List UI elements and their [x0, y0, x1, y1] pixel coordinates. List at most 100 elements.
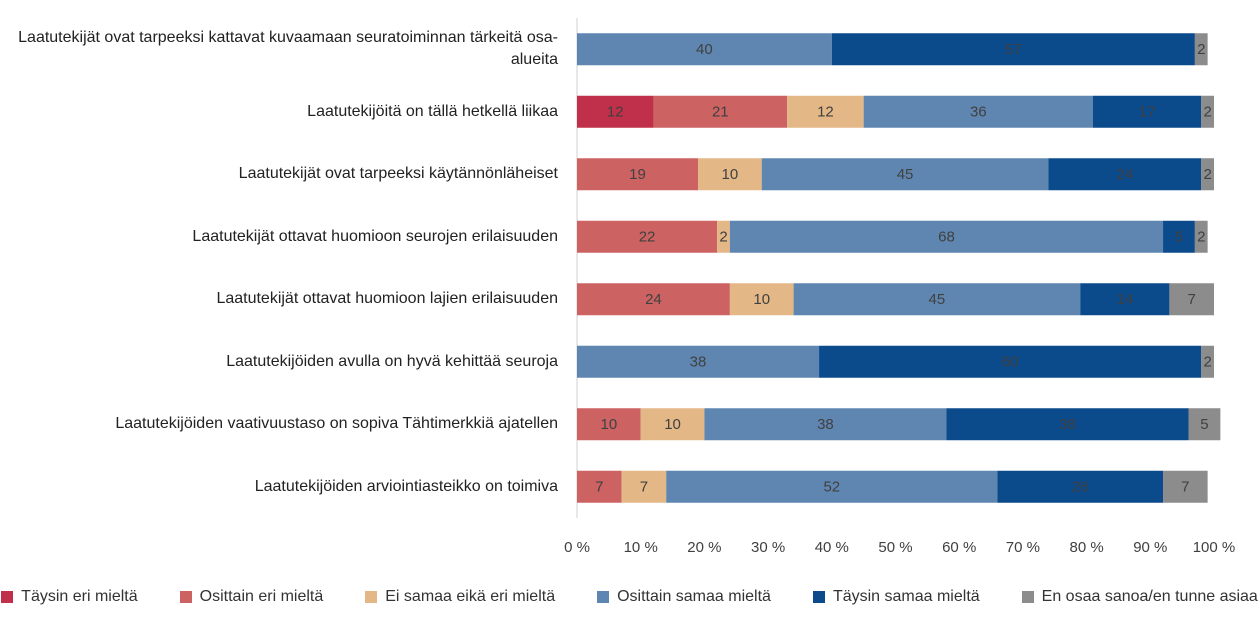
- legend-item: Osittain samaa mieltä: [597, 588, 771, 606]
- value-label: 60: [1002, 354, 1019, 371]
- legend: Täysin eri mieltä Osittain eri mieltä Ei s…: [0, 588, 1259, 606]
- value-label: 45: [929, 291, 946, 308]
- value-label: 14: [1116, 291, 1133, 308]
- bar-segment: [729, 220, 1164, 253]
- value-label: 2: [1203, 166, 1211, 183]
- bar-segment: [1194, 33, 1208, 66]
- value-label: 68: [938, 229, 955, 246]
- bar-segment: [997, 470, 1164, 503]
- value-label: 22: [639, 229, 656, 246]
- bar-segment: [1092, 95, 1202, 128]
- value-label: 38: [817, 416, 834, 433]
- bar-segment: [863, 95, 1093, 128]
- value-label: 2: [1203, 354, 1211, 371]
- value-label: 10: [664, 416, 681, 433]
- legend-label: Täysin samaa mieltä: [832, 588, 980, 605]
- value-label: 45: [897, 166, 914, 183]
- legend-item: En osaa sanoa/en tunne asiaa: [1021, 588, 1258, 606]
- value-label: 12: [607, 104, 624, 121]
- bar-segment: [1194, 220, 1208, 253]
- legend-item: Täysin eri mieltä: [1, 588, 138, 606]
- legend-swatch: [179, 591, 192, 603]
- value-label: 10: [601, 416, 618, 433]
- value-label: 38: [1059, 416, 1076, 433]
- bar-segment: [577, 95, 654, 128]
- x-tick-label: 100 %: [1193, 539, 1236, 556]
- category-label: Laatutekijöiden arviointiasteikko on toi…: [254, 477, 558, 495]
- x-tick-label: 90 %: [1133, 539, 1167, 556]
- x-tick-label: 40 %: [815, 539, 849, 556]
- legend-label: Osittain eri mieltä: [199, 588, 324, 605]
- legend-swatch: [1021, 591, 1034, 603]
- bar-segment: [946, 408, 1189, 441]
- bar-segment: [653, 95, 788, 128]
- bar-segment: [1201, 158, 1214, 191]
- legend-swatch: [365, 591, 378, 603]
- value-label: 2: [719, 229, 727, 246]
- legend-swatch: [597, 591, 610, 603]
- bar-segment: [577, 33, 832, 66]
- bar-segment: [577, 220, 718, 253]
- value-label: 5: [1200, 416, 1208, 433]
- value-label: 19: [629, 166, 646, 183]
- x-tick-label: 50 %: [878, 539, 912, 556]
- bar-segment: [1201, 95, 1214, 128]
- legend-swatch: [812, 591, 825, 603]
- bar-segment: [577, 158, 699, 191]
- value-label: 12: [817, 104, 834, 121]
- value-label: 2: [1197, 229, 1205, 246]
- value-label: 40: [696, 41, 713, 58]
- value-label: 57: [1005, 41, 1022, 58]
- x-tick-label: 70 %: [1006, 539, 1040, 556]
- value-label: 2: [1203, 104, 1211, 121]
- value-label: 5: [1175, 229, 1183, 246]
- category-label: Laatutekijöitä on tällä hetkellä liikaa: [307, 102, 558, 120]
- bar-segment: [1169, 283, 1214, 316]
- legend-label: Ei samaa eikä eri mieltä: [385, 588, 556, 605]
- bar-segment: [787, 95, 864, 128]
- x-tick-label: 10 %: [624, 539, 658, 556]
- value-label: 7: [640, 479, 648, 496]
- bar-segment: [704, 408, 947, 441]
- value-label: 7: [595, 479, 603, 496]
- bar-segment: [640, 408, 705, 441]
- value-label: 7: [1188, 291, 1196, 308]
- legend-item: Ei samaa eikä eri mieltä: [365, 588, 555, 606]
- value-label: 26: [1072, 479, 1089, 496]
- bar-segment: [793, 283, 1081, 316]
- bar-segment: [577, 283, 730, 316]
- x-tick-label: 30 %: [751, 539, 785, 556]
- legend-label: Osittain samaa mieltä: [617, 588, 771, 605]
- bar-segment: [577, 345, 820, 378]
- value-label: 7: [1181, 479, 1189, 496]
- value-label: 52: [823, 479, 840, 496]
- category-label: Laatutekijät ovat tarpeeksi kattavat kuv…: [18, 29, 558, 69]
- legend-label: Täysin eri mieltä: [21, 588, 138, 605]
- value-label: 17: [1139, 104, 1156, 121]
- category-label: Laatutekijöiden avulla on hyvä kehittää …: [226, 352, 558, 370]
- bar-segment: [698, 158, 762, 191]
- bar-segment: [1163, 220, 1195, 253]
- x-tick-label: 80 %: [1069, 539, 1103, 556]
- bar-segment: [577, 470, 622, 503]
- value-label: 24: [1116, 166, 1133, 183]
- bar-segment: [1188, 408, 1221, 441]
- bar-segment: [729, 283, 794, 316]
- bar-segment: [666, 470, 998, 503]
- value-label: 36: [970, 104, 987, 121]
- value-label: 24: [645, 291, 662, 308]
- category-label: Laatutekijät ottavat huomioon seurojen e…: [192, 227, 558, 245]
- bar-segment: [717, 220, 730, 253]
- bar-segment: [577, 408, 641, 441]
- legend-item: Täysin samaa mieltä: [812, 588, 980, 606]
- value-label: 10: [753, 291, 770, 308]
- category-label: Laatutekijöiden vaativuustaso on sopiva …: [115, 415, 558, 433]
- bar-segment: [1201, 345, 1214, 378]
- bar-segment: [621, 470, 667, 503]
- category-label: Laatutekijät ovat tarpeeksi käytännönläh…: [238, 165, 558, 183]
- legend-swatch: [1, 591, 14, 603]
- bar-segment: [1163, 470, 1208, 503]
- bar-segment: [1080, 283, 1170, 316]
